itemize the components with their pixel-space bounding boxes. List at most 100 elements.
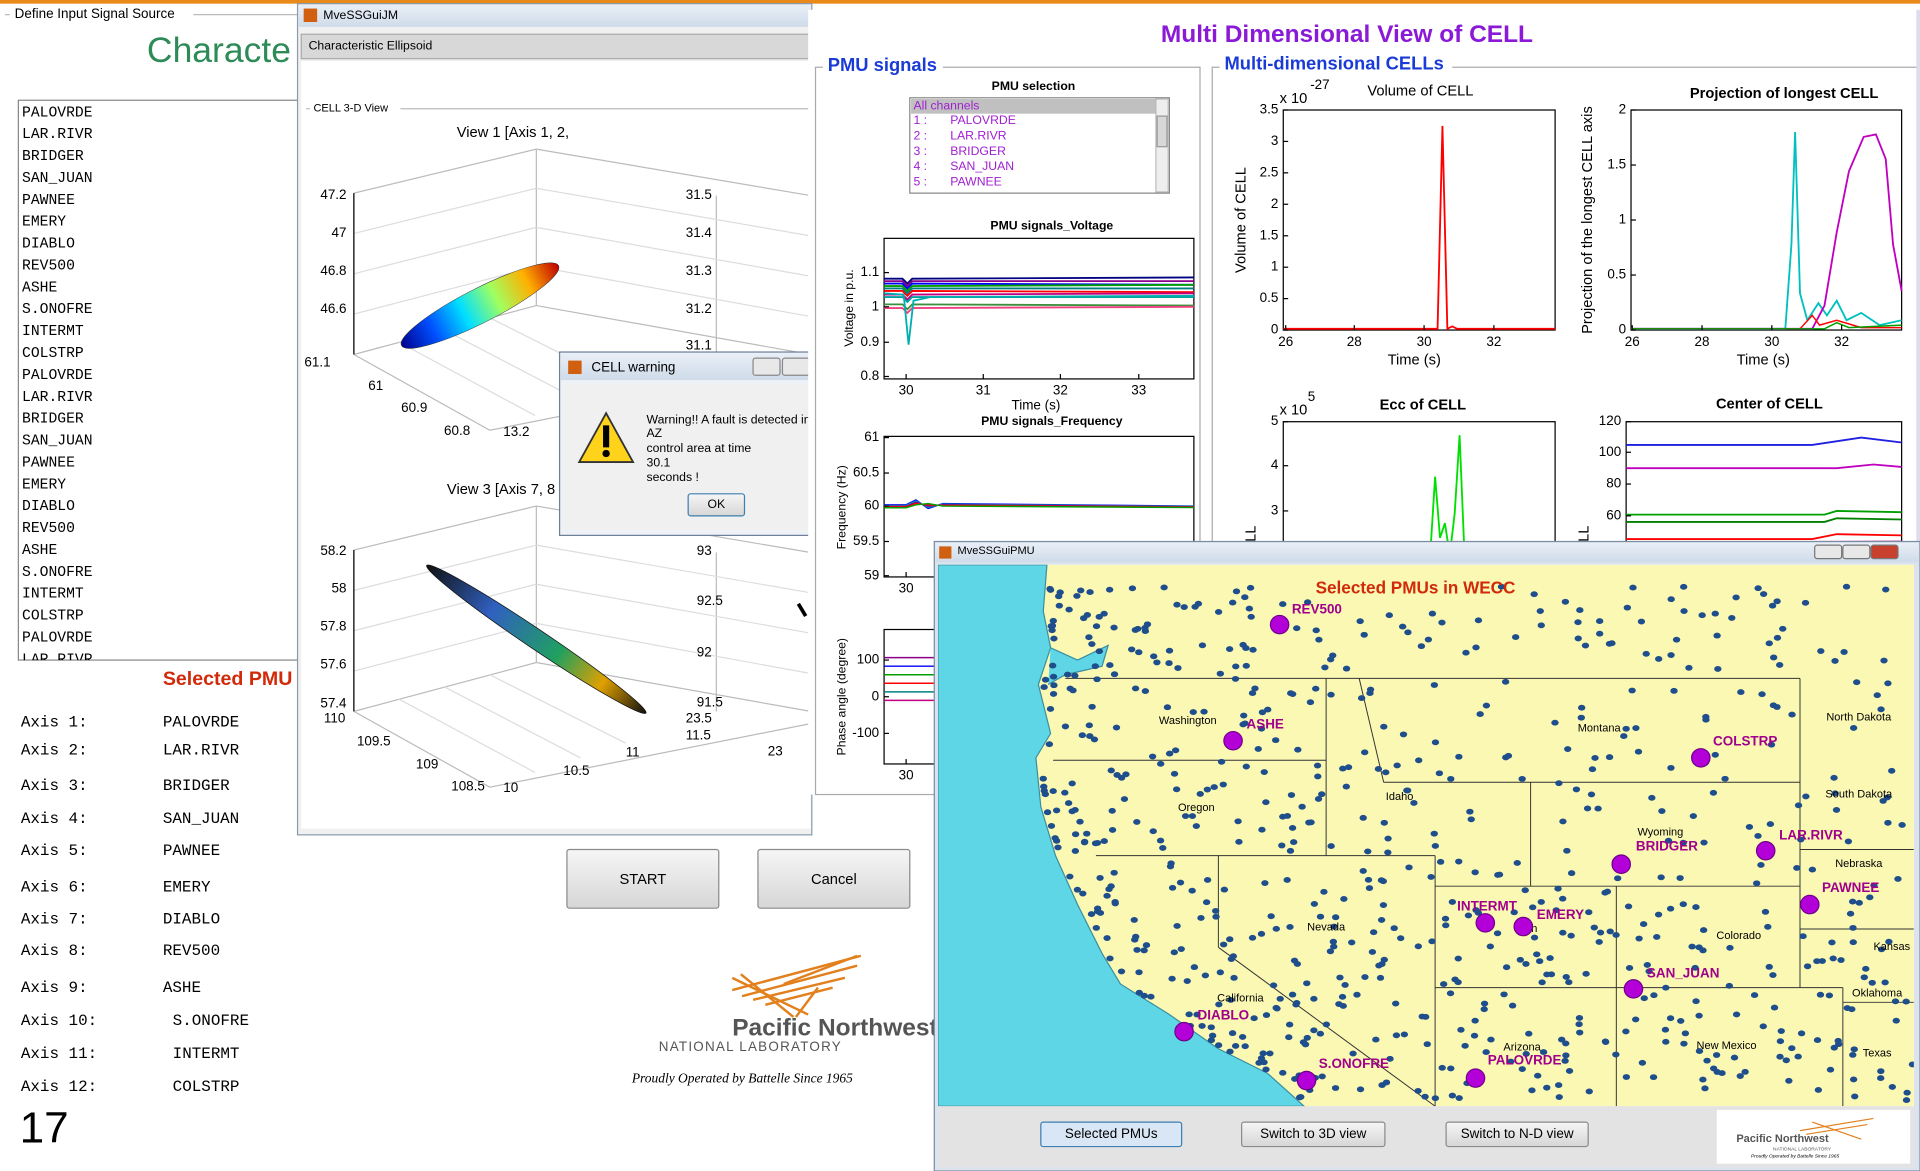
pmu-dot — [1713, 1052, 1720, 1058]
tick-label: 100 — [1599, 444, 1621, 459]
pmu-label: REV500 — [1292, 602, 1342, 617]
pmu-dot — [1710, 790, 1717, 796]
pmu-dot — [1235, 839, 1242, 845]
pmu-dot — [1500, 991, 1507, 997]
button[interactable]: Switch to N-D view — [1446, 1122, 1588, 1146]
pmu-dot — [1229, 1030, 1236, 1036]
button[interactable]: START — [567, 850, 719, 909]
pmu-dot — [1391, 925, 1398, 931]
pmu-dot — [1554, 886, 1561, 892]
pmu-dot — [1658, 808, 1665, 814]
pmu-dot — [1198, 1023, 1205, 1029]
tick-label: 0.5 — [1260, 290, 1279, 305]
tick-label: 47 — [332, 225, 347, 240]
pmu-dot — [1065, 800, 1072, 806]
pmu-dot — [1113, 772, 1120, 778]
tick-label: 31.2 — [686, 301, 712, 316]
pmu-dot — [1518, 776, 1525, 782]
pmu-dot — [1132, 627, 1139, 633]
tick-label: 1.1 — [860, 264, 879, 279]
pmu-dot — [1188, 888, 1195, 894]
pmu-dot — [1171, 771, 1178, 777]
pmu-dot — [1093, 623, 1100, 629]
state-label: Idaho — [1386, 791, 1414, 803]
pmu-dot — [1522, 961, 1529, 967]
pmu-dot — [1135, 649, 1142, 655]
pmu-dot — [1112, 900, 1119, 906]
tick-label: 31 — [976, 383, 991, 398]
axis-pmu: DIABLO — [163, 910, 220, 928]
pmu-dot — [1251, 685, 1258, 691]
tick-label: 91.5 — [697, 694, 723, 709]
list-item: PAWNEE — [950, 174, 1002, 188]
window-control[interactable] — [1871, 545, 1898, 558]
pmu-dot — [1286, 924, 1293, 930]
pmu-dot — [1232, 676, 1239, 682]
pmu-dot — [1177, 880, 1184, 886]
minimize-button[interactable] — [753, 358, 780, 375]
pmu-dot — [1415, 943, 1422, 949]
pmu-dot — [1881, 979, 1888, 985]
pmu-dot — [1226, 646, 1233, 652]
axis-pmu: PAWNEE — [163, 842, 220, 860]
pmu-dot — [1046, 741, 1053, 747]
pmu-dot — [1753, 880, 1760, 886]
pmu-dot — [1612, 1052, 1619, 1058]
pmu-dot — [1086, 722, 1093, 728]
pmu-dot — [1517, 957, 1524, 963]
window-control[interactable] — [1815, 545, 1842, 558]
tick-label: 93 — [697, 543, 712, 558]
list-index: 5 : — [913, 174, 927, 188]
pmu-dot — [1776, 1054, 1783, 1060]
axis-label: Axis 1: — [21, 714, 88, 732]
pmu-dot — [1439, 1065, 1446, 1071]
pmu-dot — [1436, 770, 1443, 776]
pmu-dot — [1564, 746, 1571, 752]
pmu-dot — [1576, 1030, 1583, 1036]
button[interactable]: Selected PMUs — [1041, 1122, 1182, 1146]
pmu-dot — [1132, 934, 1139, 940]
axes — [1283, 422, 1555, 556]
pmu-dot — [1814, 1037, 1821, 1043]
button[interactable]: Switch to 3D view — [1242, 1122, 1385, 1146]
pmu-dot — [1766, 640, 1773, 646]
pmu-dot — [1050, 682, 1057, 688]
ok-button[interactable]: OK — [688, 494, 744, 516]
pmu-dot — [1471, 1018, 1478, 1024]
app-icon — [939, 546, 951, 558]
pmu-dot — [1250, 1015, 1257, 1021]
list-index: 1 : — [913, 113, 927, 127]
tick-label: 28 — [1347, 334, 1362, 349]
axis-label: Axis 7: — [21, 910, 88, 928]
pmu-dot — [1096, 875, 1103, 881]
pmu-dot — [1831, 658, 1838, 664]
pmu-dot — [1246, 606, 1253, 612]
pmu-dot — [1061, 790, 1068, 796]
pmu-dot — [1215, 1042, 1222, 1048]
pmu-dot — [1336, 975, 1343, 981]
pmu-dot — [1208, 1024, 1215, 1030]
pmu-dot — [1230, 975, 1237, 981]
pmu-dot — [1573, 786, 1580, 792]
pmu-label: INTERMT — [1457, 899, 1518, 914]
state-label: Wyoming — [1638, 826, 1684, 838]
pmu-dot — [1449, 1093, 1456, 1099]
window-control[interactable] — [1843, 545, 1870, 558]
pmu-dot — [1874, 692, 1881, 698]
button[interactable]: Cancel — [758, 850, 910, 909]
pmu-dot — [1585, 909, 1592, 915]
pmu-dot — [1242, 1043, 1249, 1049]
pmu-dot — [1850, 939, 1857, 945]
pmu-dot — [1232, 663, 1239, 669]
pmu-dot — [1361, 974, 1368, 980]
pmu-dot — [1365, 877, 1372, 883]
tick-label: 33 — [1131, 383, 1146, 398]
app-icon — [568, 361, 581, 374]
pmu-dot — [1285, 1034, 1292, 1040]
pmu-dot — [1076, 819, 1083, 825]
logo-subtitle: NATIONAL LABORATORY — [659, 1039, 842, 1054]
axis-label: Time (s) — [1012, 397, 1061, 412]
maximize-button[interactable] — [782, 358, 809, 375]
pmu-dot — [1650, 1074, 1657, 1080]
pmu-dot — [1667, 652, 1674, 658]
